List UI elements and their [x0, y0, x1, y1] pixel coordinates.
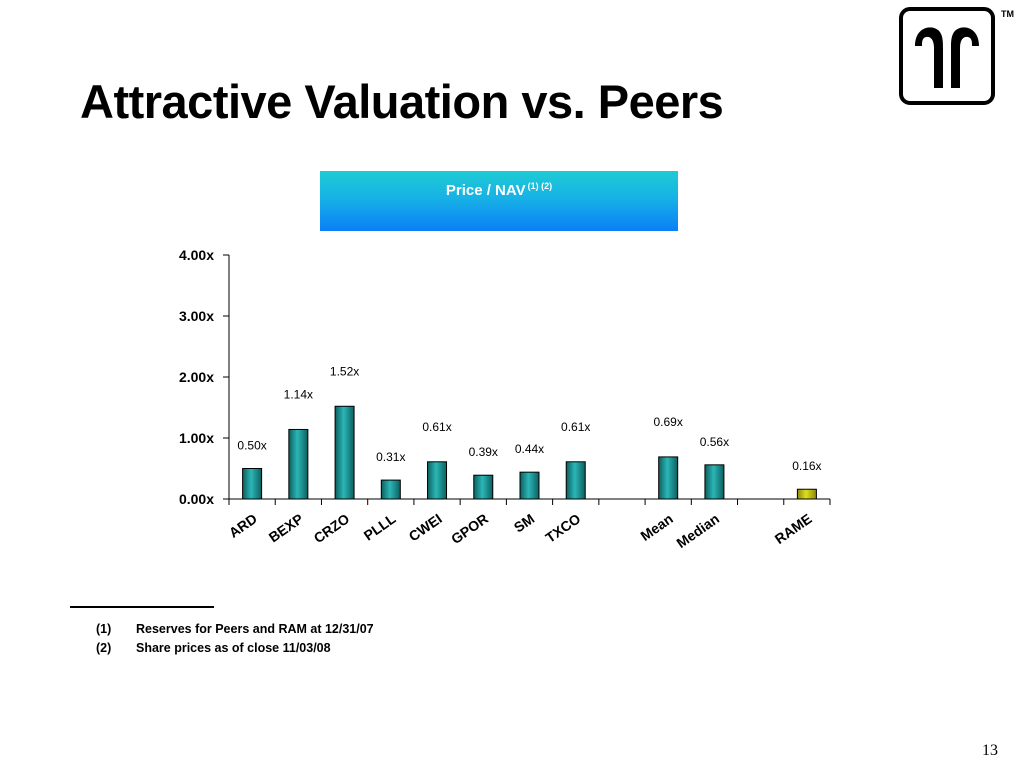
bar-gpor — [473, 474, 494, 500]
bar-txco — [565, 461, 586, 500]
data-label-mean: 0.69x — [654, 415, 683, 429]
footnote-divider — [70, 606, 214, 608]
company-logo-icon — [899, 7, 995, 105]
y-tick-label: 3.00x — [179, 308, 214, 324]
bar-median — [704, 464, 725, 500]
footnote-2-text: Share prices as of close 11/03/08 — [136, 641, 331, 655]
bar-bexp — [288, 428, 309, 500]
x-tick-label-crzo: CRZO — [311, 510, 353, 546]
y-tick-label: 2.00x — [179, 369, 214, 385]
bar-crzo — [334, 405, 355, 500]
trademark-mark: TM — [1001, 9, 1014, 19]
data-label-crzo: 1.52x — [330, 364, 359, 378]
bar-sm — [519, 471, 540, 500]
data-label-cwei: 0.61x — [422, 420, 451, 434]
slide-title: Attractive Valuation vs. Peers — [80, 75, 724, 128]
bar-rame — [796, 488, 817, 500]
data-label-plll: 0.31x — [376, 450, 405, 464]
data-label-rame: 0.16x — [792, 459, 821, 473]
chart-title-banner: Price / NAV (1) (2) — [320, 171, 678, 231]
y-tick-label: 0.00x — [179, 491, 214, 507]
chart-title-label: Price / NAV — [445, 182, 526, 199]
bar-plll — [380, 479, 401, 500]
x-tick-label-bexp: BEXP — [266, 510, 306, 545]
data-label-median: 0.56x — [700, 435, 729, 449]
data-label-gpor: 0.39x — [469, 445, 498, 459]
bar-ard — [242, 468, 263, 500]
footnote-1-number: (1) — [96, 622, 112, 636]
data-label-ard: 0.50x — [237, 439, 266, 453]
x-tick-label-txco: TXCO — [542, 510, 583, 545]
x-tick-label-cwei: CWEI — [406, 510, 445, 544]
bar-cwei — [427, 461, 448, 500]
chart-title-footnote-refs: (1) (2) — [527, 181, 553, 191]
footnote-1: (1) Reserves for Peers and RAM at 12/31/0… — [96, 622, 374, 636]
footnote-2-number: (2) — [96, 641, 112, 655]
x-tick-label-plll: PLLL — [361, 510, 399, 543]
footnote-2: (2) Share prices as of close 11/03/08 — [96, 641, 331, 655]
footnote-1-text: Reserves for Peers and RAM at 12/31/07 — [136, 622, 374, 636]
x-tick-label-gpor: GPOR — [448, 510, 491, 547]
y-tick-label: 1.00x — [179, 430, 214, 446]
data-label-txco: 0.61x — [561, 420, 590, 434]
chart-title: Price / NAV (1) (2) — [445, 181, 553, 199]
x-tick-label-mean: Mean — [637, 510, 676, 544]
page-number: 13 — [982, 742, 998, 759]
x-tick-label-rame: RAME — [772, 510, 815, 547]
data-label-bexp: 1.14x — [284, 387, 313, 401]
data-label-sm: 0.44x — [515, 442, 544, 456]
x-tick-label-sm: SM — [511, 510, 537, 535]
y-tick-label: 4.00x — [179, 247, 214, 263]
x-tick-label-ard: ARD — [226, 510, 260, 541]
bar-mean — [658, 456, 679, 500]
x-tick-label-median: Median — [673, 510, 722, 551]
